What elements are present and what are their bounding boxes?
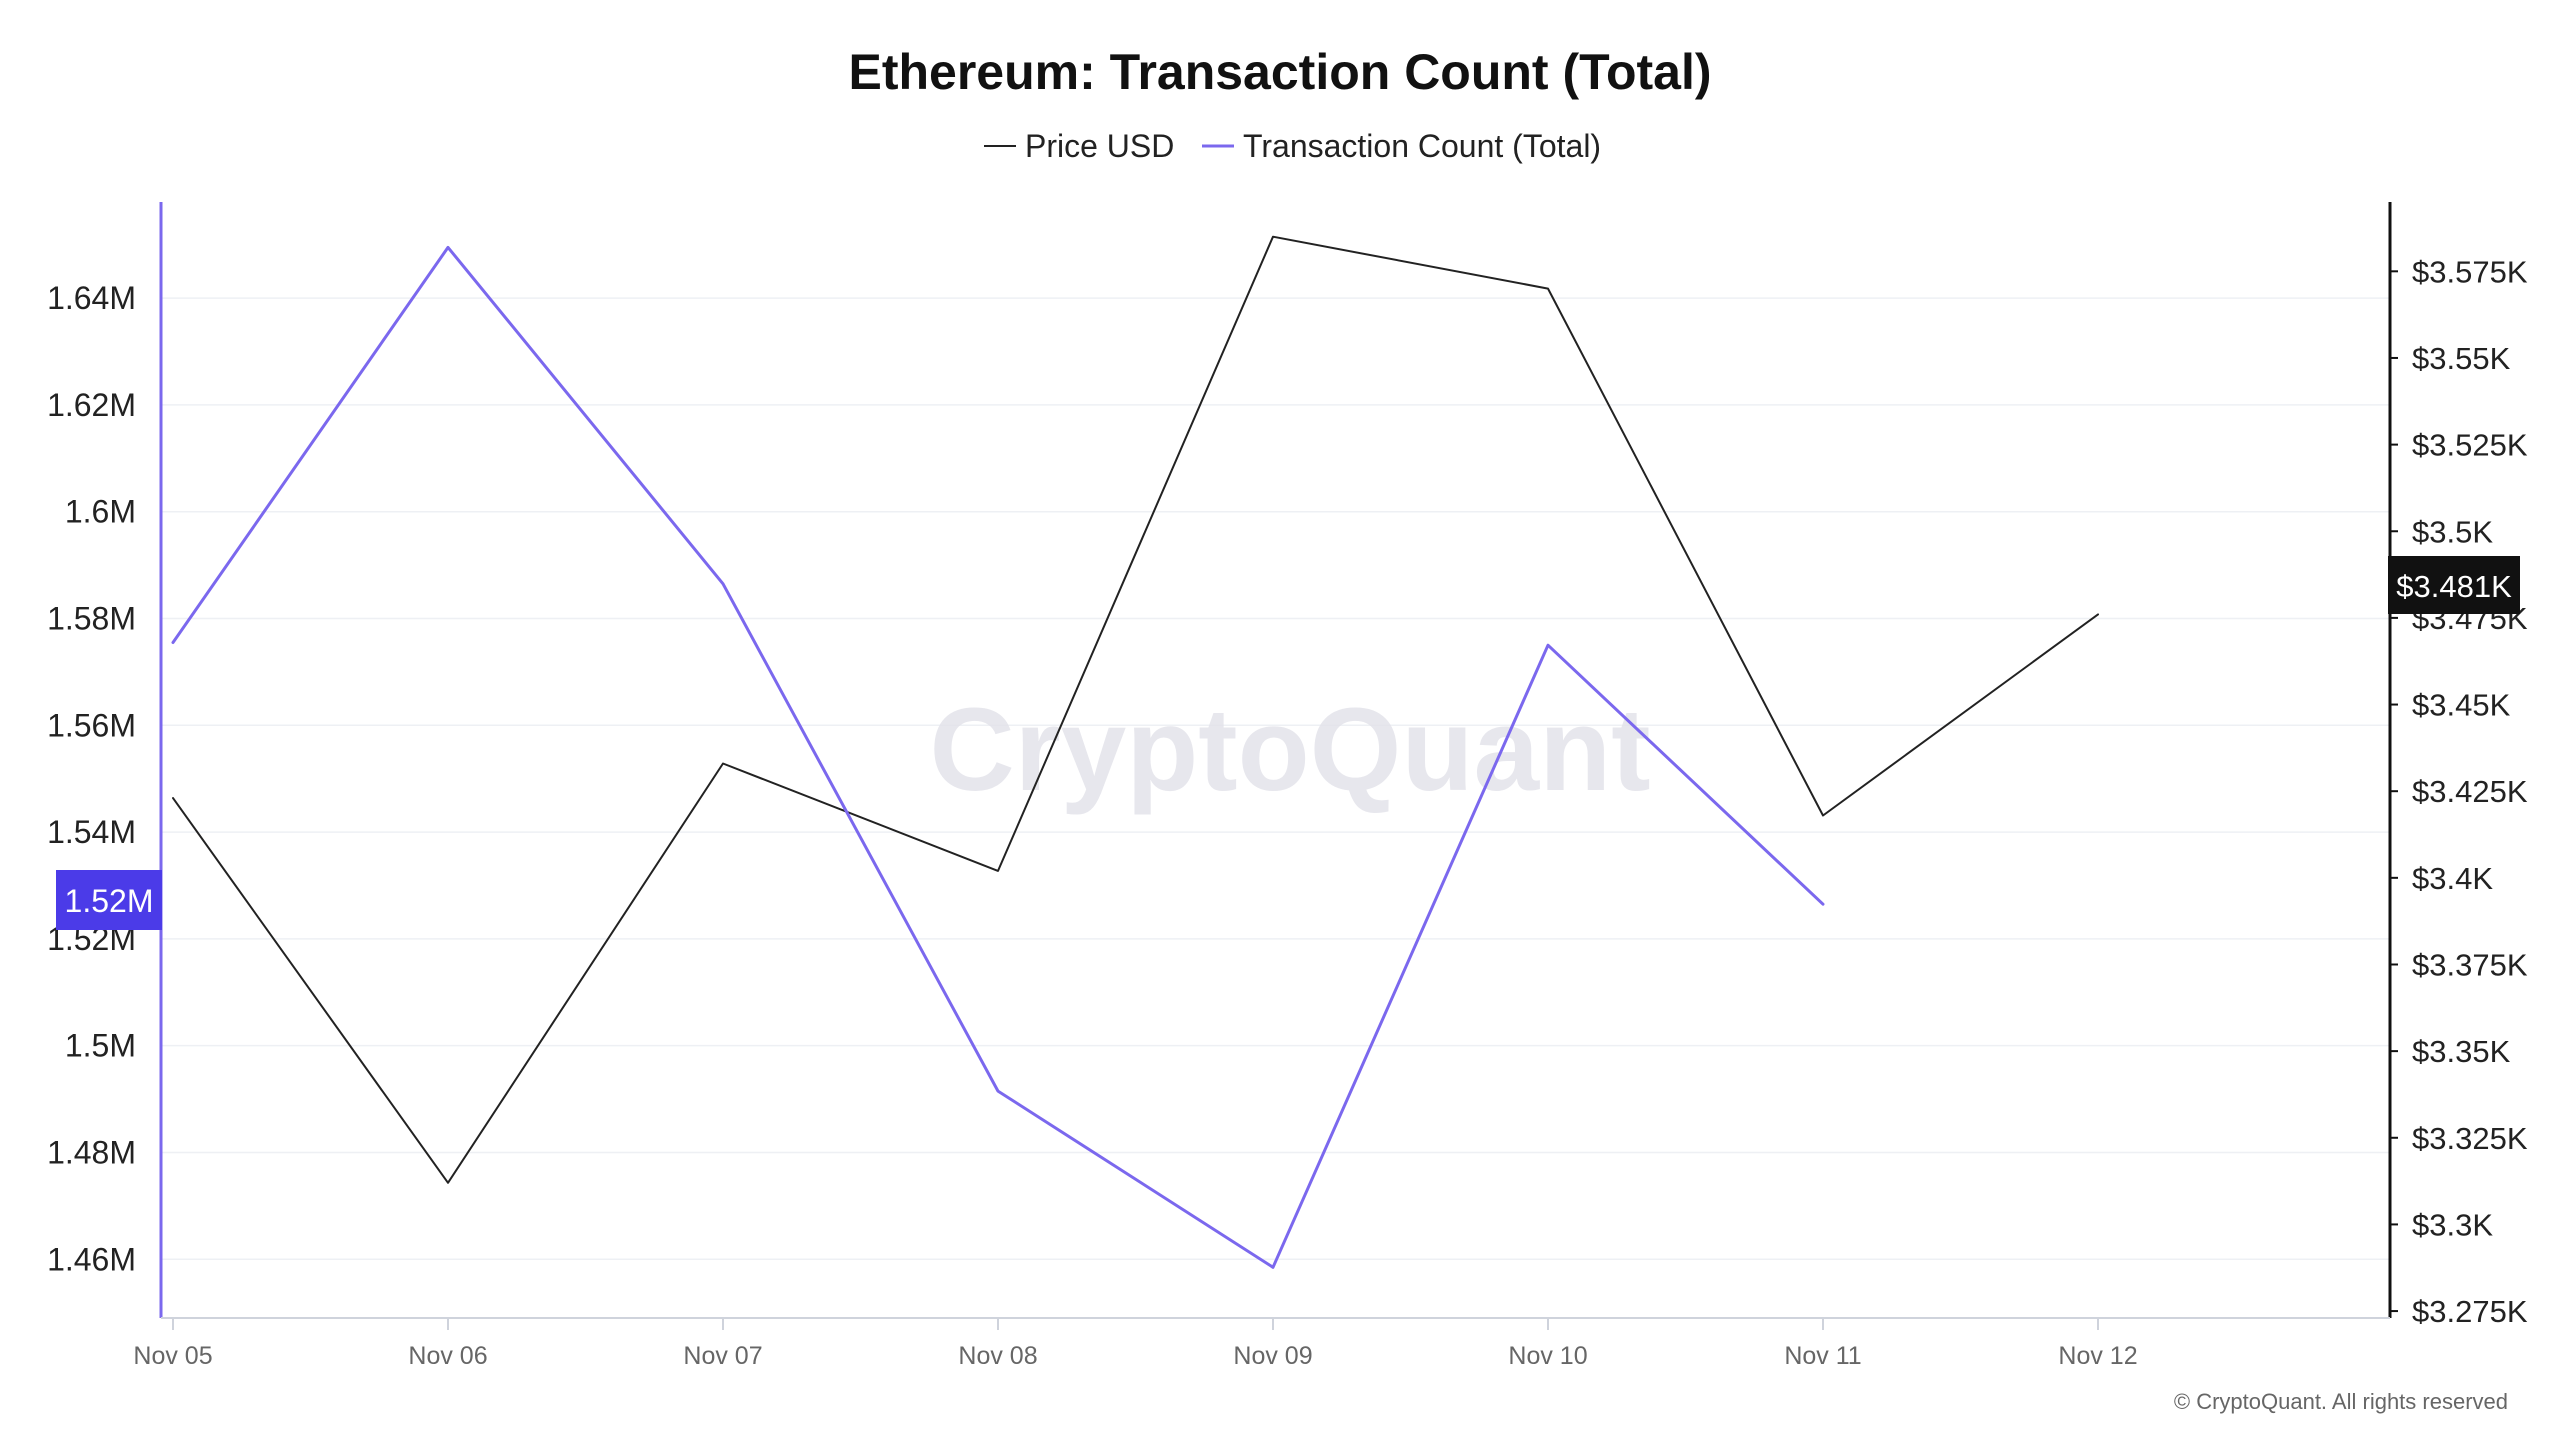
x-tick-label: Nov 05 [133,1342,212,1370]
axes-layer [159,202,2392,1319]
right-tick-label: $3.525K [2412,428,2528,463]
x-tick-label: Nov 10 [1508,1342,1587,1370]
x-tick-label: Nov 08 [958,1342,1037,1370]
right-axis-ticks: $3.275K $3.3K $3.325K $3.35K $3.375K $3.4K $3.… [2390,254,2528,1329]
left-tick-label: 1.58M [47,600,136,636]
right-tick-label: $3.325K [2412,1121,2528,1156]
right-badge-bg [2388,556,2520,614]
left-tick-label: 1.46M [47,1241,136,1277]
x-tick-label: Nov 07 [683,1342,762,1370]
right-tick-label: $3.35K [2412,1034,2511,1069]
legend-item-transaction-count[interactable]: Transaction Count (Total) [1202,128,1601,164]
x-tick-label: Nov 12 [2058,1342,2137,1370]
watermark: CryptoQuant [929,684,1650,816]
series-layer [171,235,2099,1269]
legend-label-price: Price USD [1025,128,1174,164]
left-tick-label: 1.6M [65,494,136,530]
right-tick-label: $3.575K [2412,254,2528,289]
right-tick-label: $3.425K [2412,774,2528,809]
right-tick-label: $3.55K [2412,341,2511,376]
series-line-price-usd[interactable] [172,235,2099,1184]
left-badge-label: 1.52M [65,883,154,919]
right-badge-label: $3.481K [2396,569,2512,604]
x-tick-label: Nov 11 [1784,1342,1861,1370]
right-tick-label: $3.45K [2412,688,2511,723]
right-tick-label: $3.3K [2412,1207,2493,1242]
left-tick-label: 1.48M [47,1134,136,1170]
series-line-transaction-count-total[interactable] [171,245,1825,1269]
x-tick-label: Nov 09 [1233,1342,1312,1370]
left-tick-label: 1.54M [47,814,136,850]
legend-item-price[interactable]: Price USD [984,128,1174,164]
legend-label-transaction-count: Transaction Count (Total) [1243,128,1601,164]
left-badge-bg [56,870,162,930]
left-axis-ticks: 1.46M1.48M1.5M1.52M1.54M1.56M1.58M1.6M1.… [47,280,136,1277]
left-tick-label: 1.64M [47,280,136,316]
right-tick-label: $3.275K [2412,1294,2528,1329]
legend: Price USD Transaction Count (Total) [984,128,1601,164]
chart-title: Ethereum: Transaction Count (Total) [849,44,1712,100]
x-axis-ticks: Nov 05 Nov 06 Nov 07 Nov 08 Nov 09 Nov 10 Nov … [133,1318,2138,1370]
x-tick-label: Nov 06 [408,1342,487,1370]
right-tick-label: $3.5K [2412,514,2493,549]
right-tick-label: $3.4K [2412,861,2493,896]
left-tick-label: 1.5M [65,1028,136,1064]
left-current-value-badge: 1.52M [56,870,162,930]
copyright-credit: © CryptoQuant. All rights reserved [2174,1389,2508,1414]
right-current-value-badge: $3.481K [2388,556,2520,614]
left-tick-label: 1.62M [47,387,136,423]
grid-layer [161,297,2390,1261]
right-tick-label: $3.375K [2412,947,2528,982]
left-tick-label: 1.56M [47,707,136,743]
